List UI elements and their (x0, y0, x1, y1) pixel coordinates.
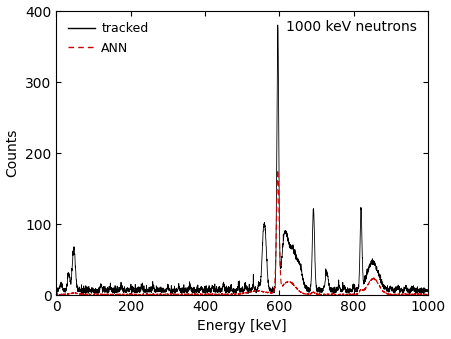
ANN (96, 293, 101, 297)
tracked (118, 284, 124, 288)
Y-axis label: Counts: Counts (5, 129, 19, 177)
ANN (126, 293, 131, 297)
tracked (421, 292, 427, 296)
tracked (378, 275, 383, 279)
tracked (425, 289, 431, 293)
ANN (275, 168, 281, 172)
ANN (54, 293, 59, 297)
tracked (418, 286, 423, 291)
ANN (418, 292, 423, 296)
tracked (275, 23, 281, 27)
Text: 1000 keV neutrons: 1000 keV neutrons (286, 20, 417, 34)
ANN (212, 292, 218, 296)
tracked (54, 288, 59, 292)
ANN (118, 292, 124, 296)
ANN (378, 286, 383, 290)
Line: tracked: tracked (56, 25, 428, 294)
ANN (196, 293, 202, 297)
tracked (212, 290, 218, 294)
X-axis label: Energy [keV]: Energy [keV] (197, 319, 287, 334)
Legend: tracked, ANN: tracked, ANN (63, 17, 154, 60)
ANN (425, 293, 431, 297)
tracked (196, 287, 202, 291)
tracked (96, 291, 101, 295)
Line: ANN: ANN (56, 170, 428, 295)
